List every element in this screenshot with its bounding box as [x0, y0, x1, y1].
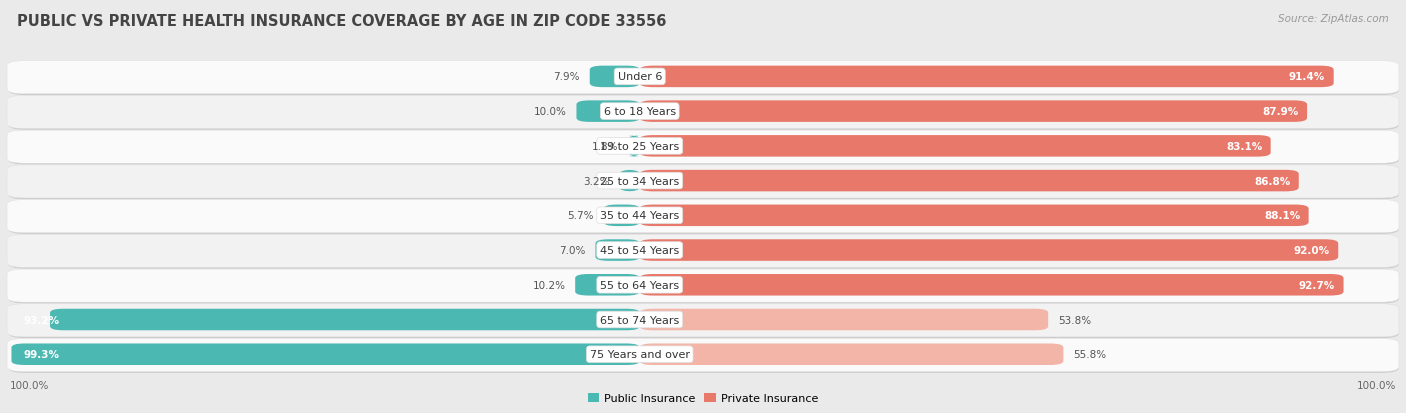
Text: 75 Years and over: 75 Years and over — [589, 349, 690, 359]
FancyBboxPatch shape — [51, 309, 640, 330]
Text: 92.7%: 92.7% — [1299, 280, 1336, 290]
FancyBboxPatch shape — [7, 62, 1399, 95]
FancyBboxPatch shape — [7, 235, 1399, 268]
Text: 86.8%: 86.8% — [1254, 176, 1291, 186]
FancyBboxPatch shape — [7, 304, 1399, 337]
Text: 35 to 44 Years: 35 to 44 Years — [600, 211, 679, 221]
FancyBboxPatch shape — [11, 344, 640, 365]
Text: 45 to 54 Years: 45 to 54 Years — [600, 245, 679, 255]
FancyBboxPatch shape — [8, 304, 1399, 338]
Text: 65 to 74 Years: 65 to 74 Years — [600, 315, 679, 325]
FancyBboxPatch shape — [575, 274, 640, 296]
FancyBboxPatch shape — [8, 201, 1399, 234]
FancyBboxPatch shape — [7, 269, 1399, 302]
FancyBboxPatch shape — [7, 200, 1399, 233]
FancyBboxPatch shape — [8, 131, 1399, 165]
Text: 53.8%: 53.8% — [1059, 315, 1091, 325]
FancyBboxPatch shape — [640, 66, 1334, 88]
Text: 19 to 25 Years: 19 to 25 Years — [600, 142, 679, 152]
Text: Source: ZipAtlas.com: Source: ZipAtlas.com — [1278, 14, 1389, 24]
FancyBboxPatch shape — [640, 101, 1308, 123]
FancyBboxPatch shape — [640, 344, 1063, 365]
FancyBboxPatch shape — [8, 339, 1399, 373]
Text: 7.0%: 7.0% — [560, 245, 585, 255]
Text: 83.1%: 83.1% — [1226, 142, 1263, 152]
Legend: Public Insurance, Private Insurance: Public Insurance, Private Insurance — [583, 388, 823, 408]
Text: 10.0%: 10.0% — [534, 107, 567, 117]
Text: 92.0%: 92.0% — [1294, 245, 1330, 255]
FancyBboxPatch shape — [640, 240, 1339, 261]
FancyBboxPatch shape — [640, 274, 1344, 296]
Text: 91.4%: 91.4% — [1289, 72, 1326, 82]
FancyBboxPatch shape — [7, 96, 1399, 129]
FancyBboxPatch shape — [626, 136, 643, 157]
FancyBboxPatch shape — [576, 101, 640, 123]
Text: 88.1%: 88.1% — [1264, 211, 1301, 221]
Text: 25 to 34 Years: 25 to 34 Years — [600, 176, 679, 186]
FancyBboxPatch shape — [7, 131, 1399, 164]
FancyBboxPatch shape — [603, 205, 640, 227]
FancyBboxPatch shape — [620, 171, 640, 192]
FancyBboxPatch shape — [8, 97, 1399, 131]
FancyBboxPatch shape — [640, 136, 1271, 157]
Text: 93.2%: 93.2% — [24, 315, 60, 325]
Text: Under 6: Under 6 — [617, 72, 662, 82]
Text: 1.8%: 1.8% — [592, 142, 619, 152]
Text: 6 to 18 Years: 6 to 18 Years — [603, 107, 676, 117]
FancyBboxPatch shape — [640, 309, 1049, 330]
FancyBboxPatch shape — [8, 235, 1399, 269]
FancyBboxPatch shape — [7, 166, 1399, 199]
Text: 100.0%: 100.0% — [10, 380, 49, 390]
FancyBboxPatch shape — [640, 205, 1309, 227]
FancyBboxPatch shape — [8, 270, 1399, 304]
FancyBboxPatch shape — [8, 62, 1399, 96]
Text: 100.0%: 100.0% — [1357, 380, 1396, 390]
Text: 5.7%: 5.7% — [568, 211, 593, 221]
Text: 10.2%: 10.2% — [533, 280, 565, 290]
FancyBboxPatch shape — [596, 240, 640, 261]
Text: 99.3%: 99.3% — [24, 349, 60, 359]
Text: 7.9%: 7.9% — [554, 72, 579, 82]
Text: PUBLIC VS PRIVATE HEALTH INSURANCE COVERAGE BY AGE IN ZIP CODE 33556: PUBLIC VS PRIVATE HEALTH INSURANCE COVER… — [17, 14, 666, 29]
Text: 3.2%: 3.2% — [583, 176, 610, 186]
FancyBboxPatch shape — [589, 66, 640, 88]
Text: 87.9%: 87.9% — [1263, 107, 1299, 117]
Text: 55.8%: 55.8% — [1073, 349, 1107, 359]
FancyBboxPatch shape — [8, 166, 1399, 200]
FancyBboxPatch shape — [7, 339, 1399, 372]
FancyBboxPatch shape — [640, 171, 1299, 192]
Text: 55 to 64 Years: 55 to 64 Years — [600, 280, 679, 290]
